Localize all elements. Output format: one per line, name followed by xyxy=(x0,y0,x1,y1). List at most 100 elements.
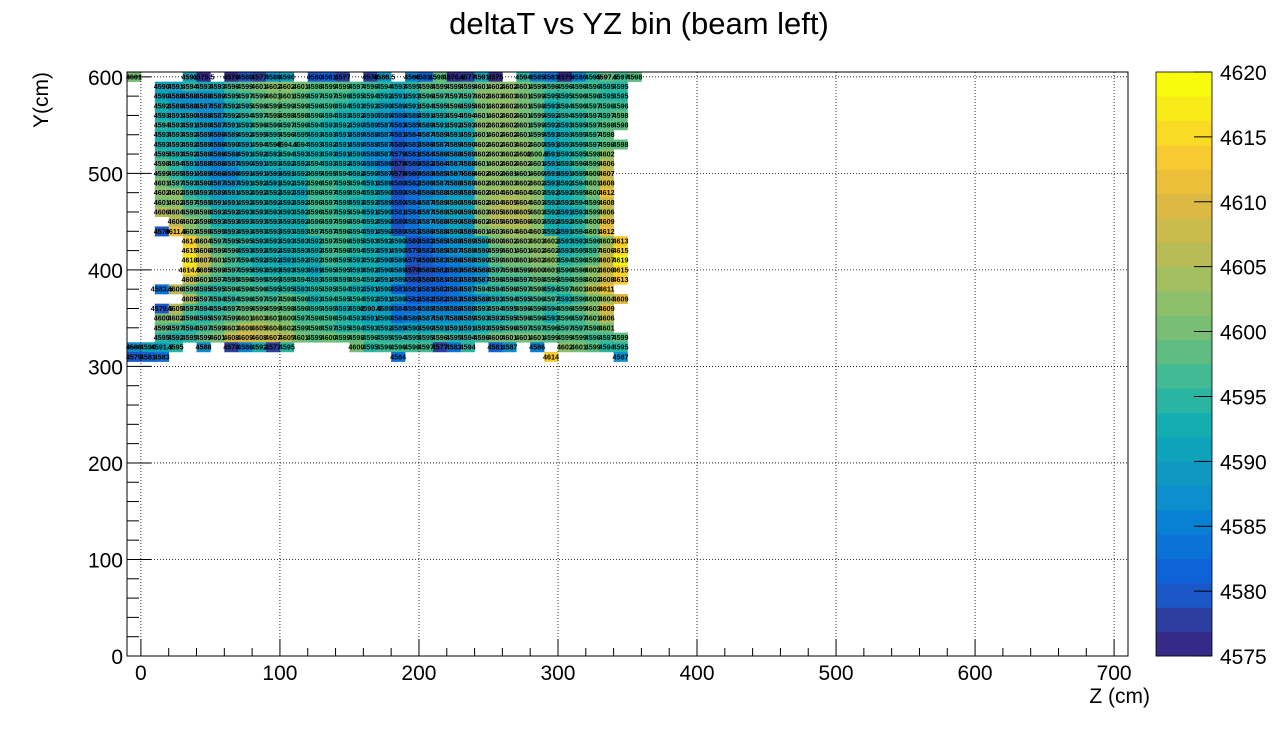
cell-value-label: 4597 xyxy=(571,314,587,323)
cell-value-label: 4599 xyxy=(209,246,225,255)
cell-value-label: 4603 xyxy=(474,207,490,216)
heatmap-cell xyxy=(196,284,211,295)
heatmap-cell xyxy=(585,216,600,227)
heatmap-cell xyxy=(474,294,489,304)
colorbar-segment xyxy=(1156,120,1212,146)
cell-value-label: 4590 xyxy=(376,188,392,197)
cell-value-label: 4600 xyxy=(529,169,545,178)
cell-value-label: 4591 xyxy=(334,150,350,159)
heatmap-cell xyxy=(349,342,364,353)
heatmap-cell xyxy=(307,245,322,256)
cell-value-label: 4592 xyxy=(307,236,323,245)
heatmap-cell xyxy=(349,158,364,169)
heatmap-cell xyxy=(446,236,461,247)
cell-value-label: 4598 xyxy=(279,111,295,120)
heatmap-cell xyxy=(571,255,587,266)
cell-value-label: 4585 xyxy=(460,275,476,284)
heatmap-cell xyxy=(182,187,197,198)
cell-value-label: 4597 xyxy=(209,275,225,284)
cell-value-label: 4599 xyxy=(307,333,323,342)
heatmap-cell xyxy=(293,139,309,150)
cell-value-label: 4594 xyxy=(460,111,476,120)
heatmap-cell xyxy=(307,178,322,189)
heatmap-cell xyxy=(266,72,281,82)
cell-value-label: 4592 xyxy=(362,188,378,197)
cell-value-label: 4595 xyxy=(418,333,434,342)
cell-value-label: 4609 xyxy=(599,217,615,226)
cell-value-label: 4593 xyxy=(307,294,323,303)
heatmap-cell xyxy=(279,91,295,102)
cell-value-label: 4592 xyxy=(543,207,559,216)
cell-value-label: 4587 xyxy=(376,150,392,159)
cell-value-label: 4582 xyxy=(418,246,434,255)
heatmap-cell xyxy=(557,178,573,189)
cell-value-label: 4603 xyxy=(599,236,615,245)
heatmap-cell xyxy=(349,284,364,295)
cell-value-label: 4593 xyxy=(293,246,309,255)
heatmap-cell xyxy=(391,100,406,111)
heatmap-cell xyxy=(599,168,614,179)
cell-value-label: 4593 xyxy=(293,236,309,245)
heatmap-cell xyxy=(599,139,614,150)
cell-value-label: 4588 xyxy=(195,92,211,101)
cell-value-label: 4591 xyxy=(237,179,253,188)
heatmap-cell xyxy=(154,81,170,92)
cell-value-label: 4593 xyxy=(265,227,281,236)
heatmap-cell xyxy=(196,255,211,266)
cell-value-label: 4593 xyxy=(348,265,364,274)
heatmap-cell xyxy=(279,216,295,227)
cell-value-label: 4588 xyxy=(195,343,211,352)
cell-value-label: 4590 xyxy=(376,256,392,265)
cell-value-label: 4591 xyxy=(362,314,378,323)
cell-value-label: 4593 xyxy=(307,140,323,149)
cell-value-label: 4586 xyxy=(418,227,434,236)
cell-value-label: 4580 xyxy=(390,198,406,207)
cell-value-label: 4595 xyxy=(571,121,587,130)
heatmap-cell xyxy=(210,100,225,111)
cell-value-label: 4602 xyxy=(168,198,184,207)
cell-value-label: 4591 xyxy=(223,121,239,130)
heatmap-cell xyxy=(196,342,211,353)
heatmap-cell xyxy=(377,236,392,247)
cell-value-label: 4587 xyxy=(418,314,434,323)
heatmap-cell xyxy=(238,168,253,179)
heatmap-cell xyxy=(349,187,364,198)
cell-value-label: 4596 xyxy=(571,82,587,91)
heatmap-cell xyxy=(321,313,336,324)
heatmap-cell xyxy=(252,187,267,198)
heatmap-cell xyxy=(585,274,600,285)
heatmap-cell xyxy=(349,139,364,150)
cell-value-label: 4595 xyxy=(154,333,170,342)
cell-value-label: 4594 xyxy=(557,101,573,110)
cell-value-label: 4587 xyxy=(223,159,239,168)
cell-value-label: 4596 xyxy=(321,101,337,110)
heatmap-cell xyxy=(335,236,350,247)
cell-value-label: 4593 xyxy=(307,150,323,159)
cell-value-label: 4600 xyxy=(585,294,601,303)
cell-value-label: 4601 xyxy=(571,343,587,352)
heatmap-cell xyxy=(530,129,545,140)
cell-value-label: 4611.5 xyxy=(165,227,187,236)
cell-value-label: 4596 xyxy=(529,304,545,313)
cell-value-label: 4603 xyxy=(487,227,503,236)
heatmap-cell xyxy=(530,81,545,92)
cell-value-label: 4593 xyxy=(557,294,573,303)
cell-value-label: 4595 xyxy=(348,92,364,101)
cell-value-label: 4596 xyxy=(571,101,587,110)
cell-value-label: 4591 xyxy=(404,101,420,110)
heatmap-cell xyxy=(613,236,628,247)
cell-value-label: 4594 xyxy=(154,121,170,130)
cell-value-label: 4590 xyxy=(140,343,156,352)
heatmap-cell xyxy=(335,303,350,314)
cell-value-label: 4589 xyxy=(362,121,378,130)
cell-value-label: 4584 xyxy=(390,314,406,323)
heatmap-cell xyxy=(488,236,503,247)
cell-value-label: 4575 xyxy=(557,72,573,81)
cell-value-label: 4581 xyxy=(140,352,156,361)
heatmap-cell xyxy=(391,168,406,179)
heatmap-cell xyxy=(279,245,295,256)
heatmap-cell xyxy=(446,265,461,276)
heatmap-cell xyxy=(516,110,531,121)
cell-value-label: 4592 xyxy=(362,217,378,226)
cell-value-label: 4596 xyxy=(362,82,378,91)
